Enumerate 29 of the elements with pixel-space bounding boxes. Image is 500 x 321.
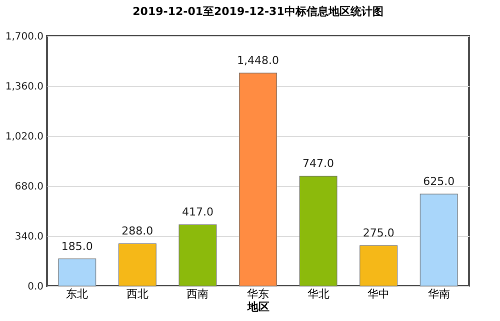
bar <box>118 243 156 286</box>
x-tick-label: 华中 <box>368 288 390 300</box>
bar <box>58 258 96 286</box>
x-tick-label: 西南 <box>186 288 209 300</box>
x-tick-label: 西北 <box>126 288 148 300</box>
y-tick-label: 340.0 <box>14 232 44 242</box>
x-tick-label: 东北 <box>66 288 88 300</box>
y-tick-label: 1,700.0 <box>5 32 44 42</box>
bar <box>420 194 458 286</box>
x-tick-label: 华南 <box>428 288 450 300</box>
y-tick-label: 1,360.0 <box>5 82 44 92</box>
bar <box>239 72 277 286</box>
x-tick-label: 华北 <box>307 288 330 300</box>
data-label: 185.0 <box>61 240 93 253</box>
chart-title: 2019-12-01至2019-12-31中标信息地区统计图 <box>132 5 384 18</box>
data-label: 288.0 <box>122 224 154 238</box>
data-label: 625.0 <box>423 175 455 188</box>
x-tick-label: 华东 <box>247 288 269 300</box>
bar <box>360 245 398 286</box>
x-axis-title: 地区 <box>246 300 270 314</box>
bar <box>178 224 217 286</box>
y-tick-label: 680.0 <box>14 182 44 192</box>
y-tick-label: 0.0 <box>28 282 44 292</box>
bar <box>299 176 338 286</box>
data-label: 417.0 <box>182 206 214 219</box>
data-label: 275.0 <box>362 226 394 240</box>
data-label: 747.0 <box>302 157 334 170</box>
y-tick-label: 1,020.0 <box>5 132 44 142</box>
data-label: 1,448.0 <box>237 54 279 68</box>
